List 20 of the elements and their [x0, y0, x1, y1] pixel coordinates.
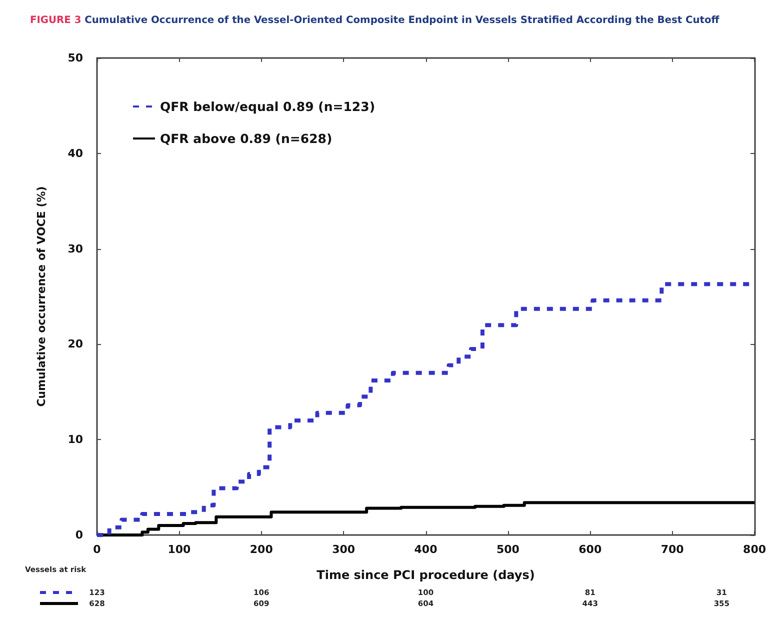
- x-tick-label: 600: [578, 543, 602, 556]
- x-tick-label: 500: [496, 543, 520, 556]
- y-tick-label: 20: [68, 338, 84, 351]
- y-tick-label: 40: [68, 146, 84, 160]
- x-tick-label: 700: [660, 543, 684, 556]
- x-axis-title: Time since PCI procedure (days): [316, 568, 535, 582]
- legend-label: QFR above 0.89 (n=628): [160, 131, 332, 146]
- y-axis-title: Cumulative occurrence of VOCE (%): [35, 186, 48, 407]
- x-tick-label: 800: [743, 543, 766, 556]
- x-tick-label: 200: [250, 543, 274, 556]
- chart-title: FIGURE 3 Cumulative Occurrence of the Vessel-Oriented Composite Endpoint in Vessels Stratified According the Best Cutoff: [30, 15, 720, 26]
- x-tick-label: 300: [332, 543, 356, 556]
- x-tick-label: 100: [168, 543, 192, 556]
- x-tick-label: 400: [414, 543, 438, 556]
- y-tick-label: 50: [68, 52, 84, 64]
- y-tick-label: 10: [68, 433, 84, 446]
- x-tick-label: 0: [93, 543, 102, 556]
- legend-label: QFR below/equal 0.89 (n=123): [160, 99, 376, 114]
- y-tick-label: 0: [75, 528, 84, 542]
- y-tick-label: 30: [68, 242, 84, 256]
